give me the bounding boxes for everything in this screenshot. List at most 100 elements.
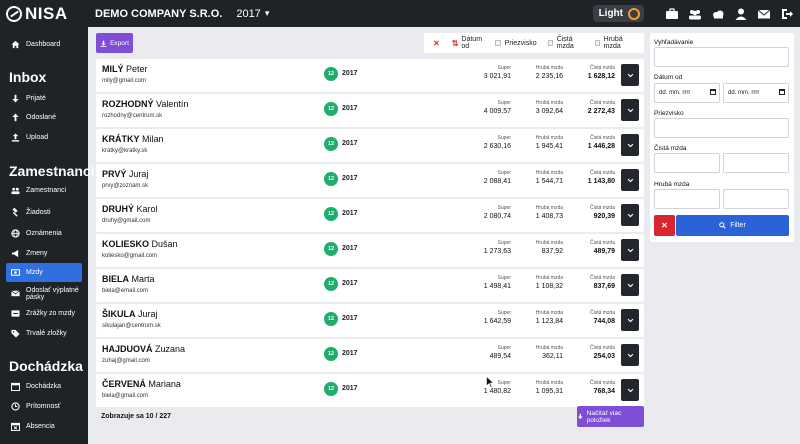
sidebar-item-label: Absencia [26,423,55,430]
expand-button[interactable] [621,204,639,226]
filter-button[interactable]: Filter [676,215,789,236]
list-item[interactable]: KOLIESKO Dušan koliesko@gmail.com 12 201… [96,234,644,267]
year-value: 2017 [236,7,261,20]
expand-button[interactable] [621,379,639,401]
list-item[interactable]: DRUHÝ Karol druhy@gmail.com 12 2017 Supe… [96,199,644,232]
sort-gross-salary[interactable]: Hrubá mzda [594,36,633,50]
net-salary-min-input[interactable] [654,153,720,173]
expand-button[interactable] [621,344,639,366]
month-badge: 12 [324,382,338,396]
year-select[interactable]: 2017 ▾ [236,8,269,20]
net-salary-max-input[interactable] [723,153,789,173]
sidebar-item-salaries[interactable]: Mzdy [6,263,82,282]
list-item[interactable]: ČERVENÁ Mariana biela@gmail.com 12 2017 … [96,374,644,407]
expand-button[interactable] [621,169,639,191]
list-item[interactable]: ROZHODNÝ Valentín rozhodny@centrum.sk 12… [96,94,644,127]
arrow-down-icon [11,94,20,103]
top-bar: NISA DEMO COMPANY S.R.O. 2017 ▾ Light [0,0,800,27]
net-column: Čistá mzda 489,79 [589,240,615,255]
load-more-button[interactable]: Načítať viac položiek [577,406,644,427]
expand-button[interactable] [621,239,639,261]
list-item[interactable]: KRÁTKY Milan kratky@kratky.sk 12 2017 Su… [96,129,644,162]
expand-button[interactable] [621,64,639,86]
sidebar-item-absence[interactable]: Absencia [6,417,82,436]
year-label: 2017 [342,315,358,322]
mouse-cursor-icon [486,376,494,388]
list-item[interactable]: PRVÝ Juraj prvy@zoznam.sk 12 2017 Super 2… [96,164,644,197]
cloud-icon[interactable] [711,8,725,20]
clear-filter-button[interactable]: ✕ [654,215,675,236]
date-to-input[interactable]: dd. mm. rrrr [723,83,789,103]
gross-salary-min-input[interactable] [654,189,720,209]
sidebar-item-label: Mzdy [26,269,43,276]
surname-input[interactable] [654,118,789,138]
company-name: DEMO COMPANY S.R.O. [95,7,223,20]
users-icon[interactable] [688,8,702,20]
sidebar-item-attendance[interactable]: Dochádzka [6,377,82,396]
super-column: Super 2 630,16 [483,135,511,150]
sidebar-item-received[interactable]: Prijaté [6,89,82,108]
envelope-icon [11,289,20,298]
chevron-down-icon [627,178,633,182]
sidebar-item-dashboard[interactable]: Dashboard [6,35,82,54]
employee-name: KRÁTKY Milan [102,134,164,144]
filter-panel: Vyhľadávanie Dátum od dd. mm. rrrr dd. m… [650,33,794,242]
clear-sort-icon[interactable]: ✕ [433,38,440,48]
net-column: Čistá mzda 2 272,43 [587,100,615,115]
briefcase-icon[interactable] [665,7,679,20]
sort-net-salary[interactable]: Čistá mzda [547,36,584,50]
clock-icon [11,402,20,411]
expand-button[interactable] [621,309,639,331]
sidebar-item-notifications[interactable]: Oznámenia [6,224,82,243]
super-column: Super 489,54 [489,345,511,360]
net-column: Čistá mzda 1 143,80 [587,170,615,185]
gross-column: Hrubá mzda 1 408,73 [535,205,563,220]
sidebar-item-send-payslips[interactable]: Odoslať výplatné pásky [6,284,82,303]
month-badge: 12 [324,312,338,326]
sidebar-item-permanent-components[interactable]: Trvalé zložky [6,324,82,343]
employee-email: mily@gmail.com [102,78,147,84]
expand-button[interactable] [621,134,639,156]
sidebar-item-label: Odoslať výplatné pásky [26,286,79,301]
search-input[interactable] [654,47,789,67]
sidebar-item-requests[interactable]: Žiadosti [6,203,82,222]
expand-button[interactable] [621,99,639,121]
sort-checkbox[interactable] [547,40,553,46]
theme-toggle[interactable]: Light [592,5,644,22]
year-label: 2017 [342,175,358,182]
sort-checkbox[interactable] [494,40,501,46]
sidebar-item-sent[interactable]: Odoslané [6,108,82,127]
export-label: Export [110,39,129,47]
list-item[interactable]: MILÝ Peter mily@gmail.com 12 2017 Super 3… [96,59,644,92]
chevron-down-icon [627,213,633,217]
list-item[interactable]: BIELA Marta biela@email.com 12 2017 Supe… [96,269,644,302]
super-column: Super 1 642,59 [483,310,511,325]
sidebar-item-label: Odoslané [26,114,56,121]
sidebar-item-employees[interactable]: Zamestnanci [6,181,82,200]
user-icon[interactable] [734,8,748,20]
list-item[interactable]: ŠIKULA Juraj sikulajan@centrum.sk 12 201… [96,304,644,337]
sort-checkbox[interactable] [594,40,600,46]
employee-email: kratky@kratky.sk [102,148,148,154]
sidebar-item-presence[interactable]: Prítomnosť [6,397,82,416]
mail-icon[interactable] [757,8,771,20]
export-button[interactable]: Export [96,33,133,53]
sort-surname[interactable]: Priezvisko [494,40,537,47]
sort-label: Hrubá mzda [603,36,623,50]
sort-desc-icon: ⇅ [451,38,459,48]
calendar-x-icon [11,422,20,431]
sidebar-item-changes[interactable]: Zmeny [6,244,82,263]
year-label: 2017 [342,245,358,252]
chevron-down-icon [627,248,633,252]
list-item[interactable]: HAJDUOVÁ Zuzana zuhaj@gmail.com 12 2017 … [96,339,644,372]
date-from-input[interactable]: dd. mm. rrrr [654,83,720,103]
sidebar-item-upload[interactable]: Upload [6,128,82,147]
sidebar-item-deductions[interactable]: Zrážky zo mzdy [6,304,82,323]
logout-icon[interactable] [780,8,794,20]
super-column: Super 3 021,91 [483,65,511,80]
brand-logo[interactable]: NISA [0,0,88,27]
gross-salary-max-input[interactable] [723,189,789,209]
sidebar-item-label: Žiadosti [26,209,51,216]
sort-date-from[interactable]: ⇅ Dátum od [452,36,484,50]
expand-button[interactable] [621,274,639,296]
